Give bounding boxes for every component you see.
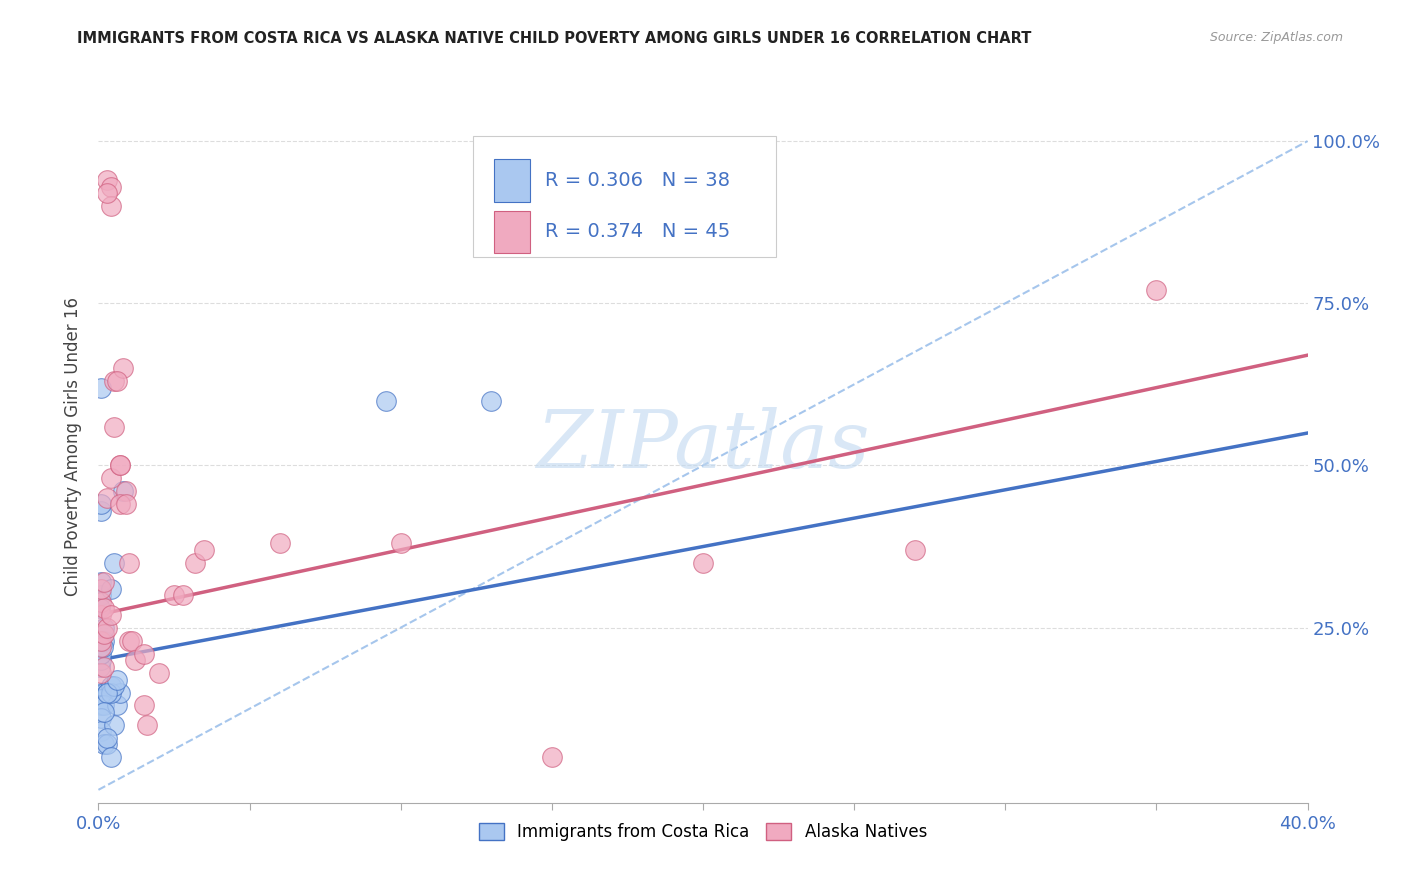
Point	[90, 724, 112, 739]
Point	[96, 173, 118, 187]
Point	[100, 471, 122, 485]
Point	[96, 621, 118, 635]
FancyBboxPatch shape	[474, 136, 776, 257]
Point	[124, 653, 146, 667]
Point	[90, 582, 112, 596]
Point	[93, 621, 115, 635]
Point	[96, 491, 118, 505]
Point	[374, 393, 396, 408]
Point	[90, 647, 112, 661]
Point	[89, 659, 111, 673]
Point	[100, 750, 122, 764]
Point	[103, 718, 125, 732]
Point	[111, 484, 134, 499]
Point	[93, 659, 115, 673]
Point	[105, 374, 128, 388]
Point	[90, 640, 112, 654]
Point	[96, 186, 118, 200]
Point	[90, 666, 112, 681]
Point	[90, 575, 112, 590]
Point	[93, 633, 115, 648]
Point	[1144, 283, 1167, 297]
Point	[193, 542, 215, 557]
Point	[100, 607, 122, 622]
Point	[96, 738, 118, 752]
Point	[100, 685, 122, 699]
Y-axis label: Child Poverty Among Girls Under 16: Child Poverty Among Girls Under 16	[65, 296, 83, 596]
Point	[108, 497, 131, 511]
Point	[93, 575, 115, 590]
Text: IMMIGRANTS FROM COSTA RICA VS ALASKA NATIVE CHILD POVERTY AMONG GIRLS UNDER 16 C: IMMIGRANTS FROM COSTA RICA VS ALASKA NAT…	[77, 31, 1032, 46]
Point	[114, 497, 136, 511]
Point	[100, 679, 122, 693]
Text: Source: ZipAtlas.com: Source: ZipAtlas.com	[1209, 31, 1343, 45]
Point	[269, 536, 291, 550]
Point	[93, 685, 115, 699]
Point	[108, 685, 131, 699]
Point	[118, 633, 141, 648]
Point	[90, 607, 112, 622]
Text: ZIPatlas: ZIPatlas	[536, 408, 870, 484]
Point	[100, 179, 122, 194]
Point	[163, 588, 186, 602]
Point	[105, 673, 128, 687]
Point	[172, 588, 194, 602]
Point	[540, 750, 562, 764]
Text: R = 0.306   N = 38: R = 0.306 N = 38	[544, 171, 730, 190]
FancyBboxPatch shape	[494, 159, 530, 202]
Legend: Immigrants from Costa Rica, Alaska Natives: Immigrants from Costa Rica, Alaska Nativ…	[472, 816, 934, 848]
Point	[103, 556, 125, 570]
Point	[103, 374, 125, 388]
Point	[90, 633, 112, 648]
Point	[91, 640, 114, 654]
Point	[148, 666, 170, 681]
Point	[132, 698, 155, 713]
Point	[100, 199, 122, 213]
Point	[93, 705, 115, 719]
FancyBboxPatch shape	[494, 211, 530, 253]
Point	[135, 718, 157, 732]
Point	[90, 497, 112, 511]
Point	[93, 698, 115, 713]
Point	[692, 556, 714, 570]
Point	[90, 588, 112, 602]
Point	[103, 679, 125, 693]
Point	[90, 381, 112, 395]
Point	[90, 685, 112, 699]
Text: R = 0.374   N = 45: R = 0.374 N = 45	[544, 222, 730, 242]
Point	[118, 556, 141, 570]
Point	[90, 711, 112, 725]
Point	[90, 698, 112, 713]
Point	[121, 633, 143, 648]
Point	[105, 698, 128, 713]
Point	[481, 393, 503, 408]
Point	[108, 458, 131, 473]
Point	[93, 601, 115, 615]
Point	[108, 458, 131, 473]
Point	[93, 627, 115, 641]
Point	[89, 601, 111, 615]
Point	[90, 504, 112, 518]
Point	[389, 536, 412, 550]
Point	[103, 419, 125, 434]
Point	[904, 542, 927, 557]
Point	[184, 556, 207, 570]
Point	[100, 582, 122, 596]
Point	[90, 653, 112, 667]
Point	[96, 685, 118, 699]
Point	[96, 731, 118, 745]
Point	[93, 738, 115, 752]
Point	[114, 484, 136, 499]
Point	[90, 595, 112, 609]
Point	[96, 685, 118, 699]
Point	[111, 361, 134, 376]
Point	[132, 647, 155, 661]
Point	[90, 692, 112, 706]
